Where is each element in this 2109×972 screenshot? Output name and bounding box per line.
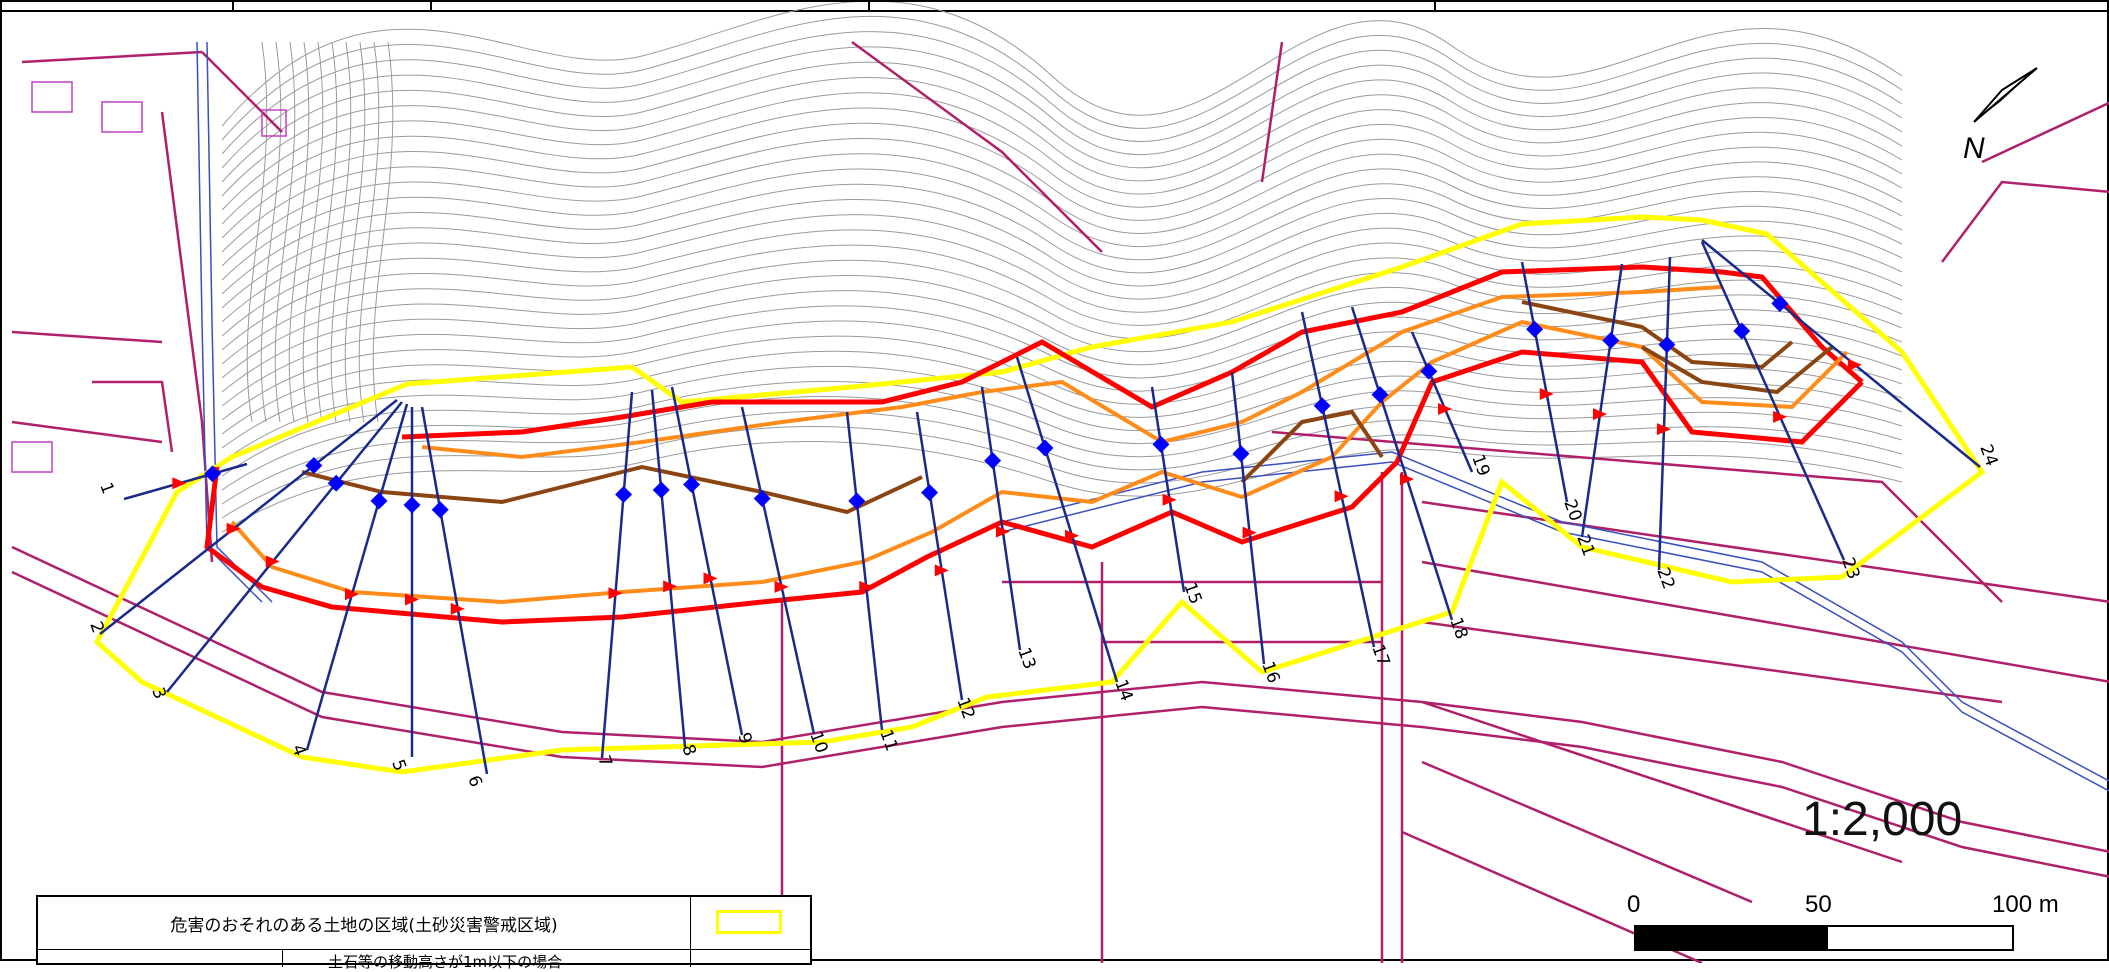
cross-section-line-10[interactable]	[740, 406, 816, 735]
blue-diamond-marker	[753, 490, 771, 508]
red-triangle-marker	[1065, 529, 1079, 542]
blue-diamond-marker	[403, 496, 421, 514]
red-triangle-marker	[1593, 408, 1607, 421]
red-triangle-marker	[703, 572, 718, 585]
orange-boundary-line[interactable]	[230, 285, 1849, 605]
north-label: N	[1963, 132, 1985, 165]
legend-warning-zone-label: 危害のおそれのある土地の区域(土砂災害警戒区域)	[38, 897, 691, 949]
blue-diamond-marker	[1733, 322, 1751, 340]
cross-section-line-18[interactable]	[1350, 306, 1454, 621]
blue-diamond-marker	[652, 481, 670, 499]
cross-section-line-11[interactable]	[845, 411, 884, 731]
cross-section-line-21[interactable]	[1580, 263, 1624, 538]
cross-section-lines[interactable]	[99, 239, 1981, 775]
red-triangle-marker	[226, 522, 241, 535]
red-triangle-marker	[405, 593, 419, 606]
cross-section-line-17[interactable]	[1300, 311, 1376, 648]
red-triangle-marker	[608, 587, 623, 600]
section-label-6: 6	[463, 773, 485, 790]
blue-diamond-marker	[683, 475, 701, 493]
brown-boundary-line[interactable]	[301, 300, 1834, 515]
red-triangle-marker	[1656, 423, 1671, 436]
map-scale-text: 1:2,000	[1802, 793, 1963, 846]
warning-zone-boundary[interactable]	[93, 214, 1986, 775]
red-triangle-marker	[265, 555, 280, 568]
red-triangle-marker	[995, 525, 1010, 538]
section-label-17: 17	[1367, 642, 1393, 669]
section-label-18: 18	[1445, 615, 1471, 642]
blue-diamond-marker	[921, 484, 939, 502]
blue-diamond-marker	[327, 474, 345, 492]
cross-section-line-8[interactable]	[650, 389, 687, 748]
red-triangle-marker	[1438, 403, 1452, 415]
cross-section-line-22[interactable]	[1657, 256, 1672, 571]
north-arrow-icon	[1973, 67, 2038, 123]
legend-warning-zone-swatch	[716, 910, 782, 934]
section-label-1: 1	[95, 480, 117, 497]
red-triangle-marker	[172, 477, 187, 490]
cross-section-line-23[interactable]	[1700, 241, 1846, 561]
section-label-16: 16	[1257, 659, 1283, 686]
red-triangle-marker	[934, 564, 949, 577]
section-label-13: 13	[1013, 645, 1039, 672]
red-triangle-marker	[1847, 358, 1862, 371]
red-triangle-marker	[859, 580, 874, 593]
scale-bar-label-100: 100 m	[1992, 891, 2059, 918]
scale-bar-label-50: 50	[1805, 891, 1832, 918]
cross-section-line-3[interactable]	[166, 401, 403, 693]
section-markers	[172, 295, 1862, 615]
cross-section-line-12[interactable]	[915, 411, 964, 701]
blue-diamond-marker	[370, 492, 388, 510]
blue-diamond-marker	[984, 452, 1002, 470]
cross-section-line-13[interactable]	[980, 386, 1022, 651]
blue-diamond-marker	[305, 457, 323, 475]
legend: 危害のおそれのある土地の区域(土砂災害警戒区域) 土石等の移動高さが1m以下の場…	[36, 895, 812, 971]
section-label-12: 12	[952, 695, 978, 722]
red-triangle-marker	[1162, 493, 1177, 506]
red-triangle-marker	[450, 602, 465, 615]
legend-height-condition-label: 土石等の移動高さが1m以下の場合	[328, 953, 563, 971]
cross-section-line-2[interactable]	[99, 399, 398, 635]
section-label-7: 7	[593, 753, 615, 770]
cross-section-line-24[interactable]	[1701, 239, 1981, 468]
cross-section-line-20[interactable]	[1520, 261, 1569, 503]
red-triangle-marker	[774, 580, 789, 593]
blue-diamond-marker	[1232, 445, 1250, 463]
cross-section-line-9[interactable]	[670, 386, 744, 736]
top-header-strip	[2, 2, 2109, 12]
red-triangle-marker	[663, 580, 678, 593]
section-label-21: 21	[1572, 532, 1598, 559]
cross-section-line-6[interactable]	[420, 406, 489, 775]
red-triangle-marker	[1773, 410, 1788, 423]
cross-section-line-15[interactable]	[1150, 386, 1186, 593]
building-outlines	[11, 81, 287, 473]
cross-section-line-19[interactable]	[1410, 331, 1474, 473]
special-zone-outer[interactable]	[204, 349, 1864, 625]
red-triangle-marker	[1334, 490, 1349, 503]
cross-section-line-16[interactable]	[1230, 371, 1266, 665]
scale-bar	[1634, 925, 2014, 951]
section-label-20: 20	[1559, 497, 1585, 524]
blue-diamond-marker	[848, 492, 866, 510]
cross-section-line-7[interactable]	[600, 391, 634, 759]
cross-section-line-14[interactable]	[1015, 356, 1119, 683]
red-triangle-marker	[345, 588, 359, 601]
red-triangle-marker	[1400, 473, 1414, 486]
blue-diamond-marker	[204, 465, 222, 483]
red-triangle-marker	[1539, 388, 1554, 400]
blue-diamond-marker	[431, 501, 449, 519]
red-triangle-marker	[1242, 526, 1257, 539]
scale-bar-label-0: 0	[1627, 891, 1641, 918]
cross-section-line-1[interactable]	[123, 462, 248, 501]
blue-diamond-marker	[615, 485, 633, 503]
cross-section-line-4[interactable]	[305, 403, 409, 751]
